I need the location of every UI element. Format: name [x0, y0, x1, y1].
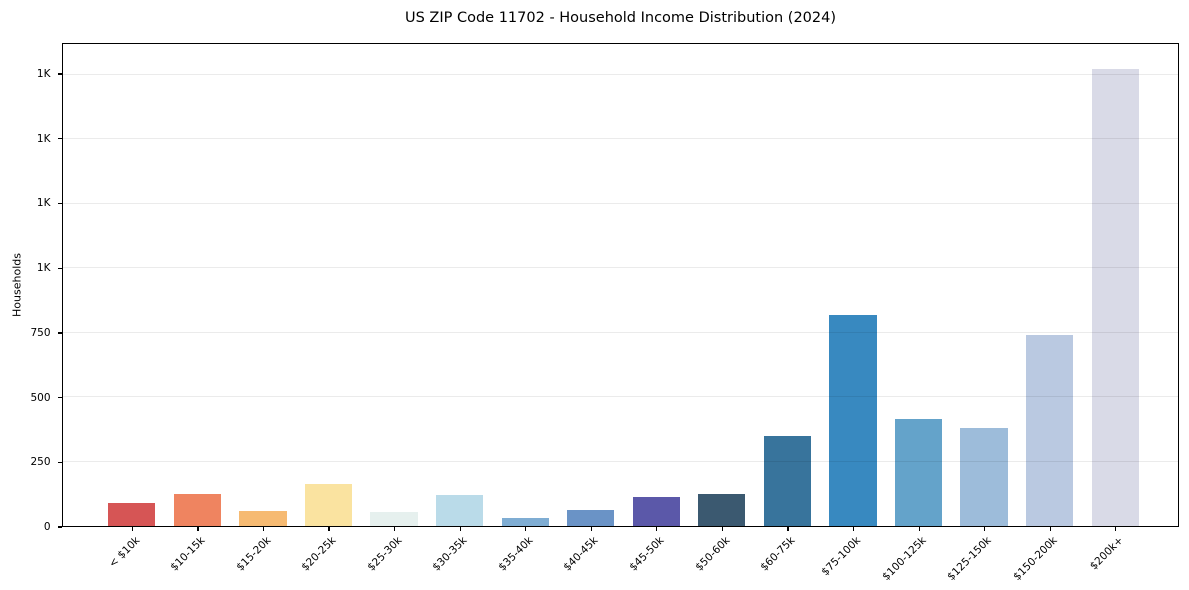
y-tick-mark [57, 526, 62, 528]
y-tick: 1K [37, 197, 62, 209]
y-tick-mark [57, 73, 62, 75]
y-tick: 0 [44, 521, 62, 533]
y-tick: 250 [30, 456, 62, 468]
bar [1026, 334, 1074, 526]
y-tick-label: 0 [43, 521, 51, 533]
y-tick: 1K [37, 262, 62, 274]
plot-area: < $10k $10-15k $15-20k $20-25k $25-30k $30-35… [62, 43, 1179, 583]
bar [173, 494, 221, 526]
bar-slot: $25-30k [361, 44, 427, 573]
x-tick-label: $45-50k [627, 534, 667, 574]
x-tick-label: $20-25k [299, 534, 339, 574]
y-tick-mark [57, 396, 62, 399]
y-tick-label: 1K [36, 197, 51, 210]
bar-slot: $45-50k [624, 44, 690, 573]
x-tick-label: $100-125k [880, 534, 929, 583]
x-tick-mark [787, 526, 789, 531]
x-tick-label: $30-35k [430, 534, 470, 574]
y-tick-label: 250 [30, 456, 51, 469]
bar-slot: < $10k [99, 44, 165, 570]
y-axis-ticks: 0 250 500 750 1K 1K 1K 1K [0, 43, 62, 533]
y-tick-mark [57, 267, 62, 269]
x-tick-mark [590, 526, 592, 531]
x-tick-mark [984, 526, 986, 531]
y-tick: 1K [37, 133, 62, 145]
x-tick-label: $40-45k [561, 534, 601, 574]
x-tick-mark [656, 526, 658, 531]
bar-slot: $200k+ [1082, 44, 1148, 572]
bar [1091, 69, 1139, 526]
x-tick-mark [131, 526, 133, 531]
bar-slot: $40-45k [558, 44, 624, 573]
y-tick-label: 1K [36, 68, 51, 81]
bar-slot: $60-75k [755, 44, 821, 573]
x-tick-mark [328, 526, 330, 531]
x-tick-mark [525, 526, 527, 531]
bar-slot: $125-150k [946, 44, 1017, 583]
bar [435, 495, 484, 526]
x-tick-label: $150-200k [1011, 534, 1060, 583]
y-tick-mark [57, 202, 62, 205]
bar [829, 314, 877, 526]
bar [239, 510, 287, 526]
y-tick-mark [57, 461, 62, 463]
x-tick-mark [197, 526, 199, 531]
y-tick-mark [57, 138, 62, 140]
bar [698, 493, 746, 526]
bar-slot: $50-60k [689, 44, 755, 573]
x-tick-mark [262, 526, 265, 531]
bar-slot: $20-25k [296, 44, 362, 573]
y-tick: 750 [30, 327, 62, 339]
x-tick-mark [459, 526, 461, 531]
bar-slot: $100-125k [880, 44, 952, 583]
bar-slot: $75-100k [819, 44, 886, 578]
x-tick-mark [852, 526, 855, 531]
chart-title: US ZIP Code 11702 - Household Income Dis… [404, 10, 837, 26]
bar [501, 517, 549, 526]
x-tick-label: < $10k [106, 534, 142, 570]
bar-slot: $30-35k [427, 44, 493, 573]
x-tick-label: $25-30k [365, 534, 405, 574]
bar [304, 484, 353, 526]
y-tick-label: 500 [30, 391, 51, 404]
x-tick-label: $125-150k [945, 534, 995, 583]
bar [960, 428, 1008, 526]
y-tick-label: 1K [36, 132, 51, 145]
x-tick-label: $35-40k [496, 534, 536, 574]
x-tick-label: $15-20k [233, 534, 273, 574]
bar [370, 512, 418, 526]
x-tick-mark [1049, 526, 1051, 531]
bar [567, 509, 615, 526]
y-tick-mark [57, 332, 62, 334]
x-tick-mark [394, 526, 396, 531]
x-tick-label: $200k+ [1087, 534, 1126, 573]
x-tick-mark [721, 526, 724, 531]
bar [632, 496, 680, 526]
bar-slot: $10-15k [165, 44, 231, 573]
bar-slot: $150-200k [1011, 44, 1083, 583]
x-tick-label: $60-75k [758, 534, 798, 574]
bar [763, 435, 811, 526]
y-tick-label: 1K [36, 262, 51, 275]
bar [894, 418, 943, 526]
x-tick-mark [918, 526, 920, 531]
x-tick-label: $75-100k [819, 534, 864, 579]
bar-slot: $15-20k [230, 44, 296, 573]
bar-slot: $35-40k [492, 44, 558, 573]
x-tick-label: $10-15k [168, 534, 208, 574]
y-tick: 1K [37, 68, 62, 80]
y-tick: 500 [30, 392, 62, 404]
y-tick-label: 750 [30, 326, 51, 339]
bar [108, 502, 156, 526]
x-tick-mark [1115, 526, 1117, 531]
x-tick-label: $50-60k [692, 534, 732, 574]
bars: < $10k $10-15k $15-20k $20-25k $25-30k $30-35… [63, 44, 1178, 583]
